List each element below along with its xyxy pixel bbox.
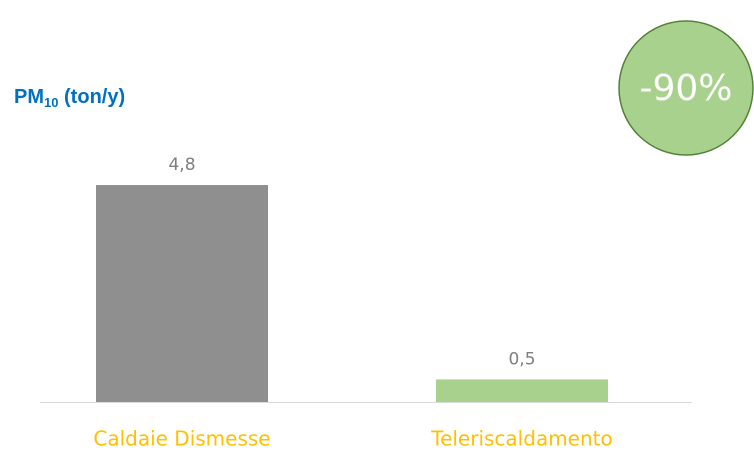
chart-title: PM10 (ton/y) [14,86,125,110]
x-tick-label: Caldaie Dismesse [93,427,270,451]
value-label: 4,8 [168,155,195,175]
bar [436,379,608,402]
annotation: -90% [639,68,732,109]
value-label: 0,5 [508,349,535,369]
title-rest: (ton/y) [58,86,125,108]
bar [96,185,268,402]
title-sub: 10 [44,95,58,110]
annotation-circle [618,20,754,156]
x-tick-label: Teleriscaldamento [430,427,612,451]
title-main: PM [14,86,44,108]
